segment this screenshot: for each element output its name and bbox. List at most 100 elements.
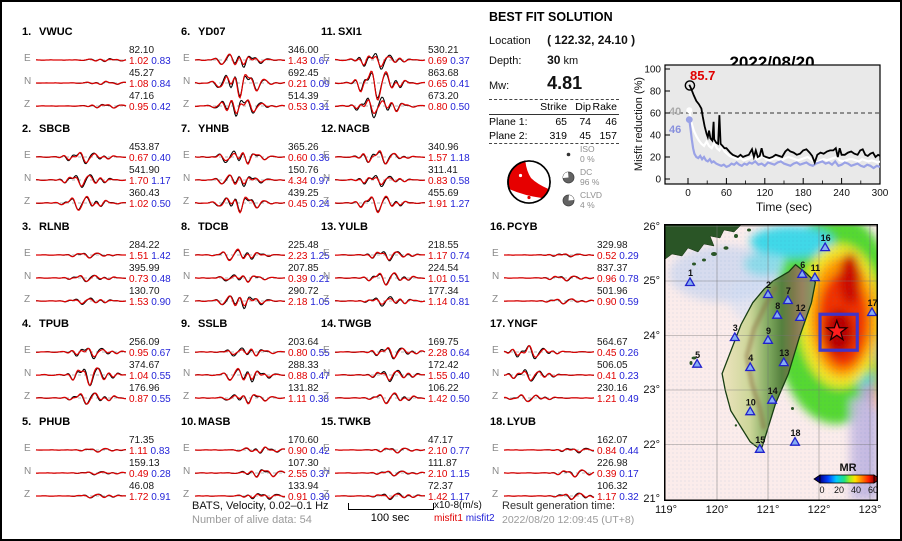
component-label: N	[183, 76, 191, 87]
misfit1-value: 0.95	[129, 347, 149, 359]
trace-values: 230.16 1.21 0.49	[597, 383, 649, 405]
synthetic-waveform	[194, 74, 286, 100]
component-label: Z	[183, 196, 190, 207]
misfit1-value: 0.69	[428, 55, 448, 67]
station-title: 12. NACB	[321, 123, 370, 135]
misfit1-value: 0.80	[288, 347, 308, 359]
trace-values: 365.26 0.60 0.36	[288, 142, 340, 164]
component-label: Z	[183, 99, 190, 110]
station-block: 12. NACB E 340.96 1.57 1.18 N 311.41 0.83 0.58 Z…	[319, 123, 477, 219]
trace-plot	[334, 96, 426, 119]
clvd-icon	[562, 194, 575, 207]
map-station: 12	[794, 303, 806, 322]
misfit2-value: 0.26	[619, 347, 639, 359]
peak-amplitude: 172.42	[428, 360, 459, 371]
misfit2-value: 0.84	[151, 78, 171, 90]
synthetic-waveform	[335, 346, 426, 359]
trace-plot	[194, 150, 285, 165]
station-title: 15. TWKB	[321, 416, 371, 428]
station-title: 11. SXI1	[321, 26, 362, 38]
series-best-solution	[688, 84, 880, 166]
waveform-trace	[194, 386, 285, 410]
station-map-number: 11	[811, 263, 821, 273]
misfit1-value: 1.91	[428, 198, 448, 210]
observed-waveform	[35, 392, 126, 405]
map-lat-label: 23°	[643, 384, 660, 396]
trace-plot	[334, 346, 426, 360]
trace-plot	[36, 471, 127, 476]
xtick-label: 180	[795, 188, 812, 199]
misfit1-value: 1.55	[428, 370, 448, 382]
misfit1-value: 0.96	[597, 273, 617, 285]
station-name: MASB	[198, 416, 231, 428]
synthetic-waveform	[335, 392, 425, 405]
component-label: Z	[24, 489, 31, 500]
peak-amplitude: 46.08	[129, 481, 155, 492]
trace-plot	[194, 274, 285, 284]
station-block: 5. PHUB E 71.35 1.11 0.83 N 159.13 0.49 0.28 Z 46…	[20, 416, 178, 512]
waveform-trace	[195, 461, 286, 485]
trace-row: E 169.75 2.28 0.64	[319, 337, 477, 364]
misfit1-value: 1.14	[428, 296, 448, 308]
dc-icon	[562, 171, 575, 184]
trace-row: Z 501.96 0.90 0.59	[488, 286, 646, 313]
trace-row: Z 673.20 0.80 0.50	[319, 91, 480, 119]
peak-amplitude: 169.75	[428, 337, 459, 348]
station-map-number: 15	[755, 435, 765, 445]
trace-row: E 453.87 0.67 0.40	[20, 142, 178, 169]
waveform-trace	[194, 71, 286, 100]
station-triangle-icon	[866, 306, 878, 317]
trace-plot	[335, 174, 426, 188]
focal-mechanism-beachball	[507, 160, 551, 204]
component-label: E	[183, 53, 190, 64]
xtick-label: 60	[721, 188, 733, 199]
component-label: N	[323, 76, 331, 87]
misfit2-value: 0.30	[310, 491, 330, 503]
waveform-trace	[36, 48, 127, 72]
location-value: ( 122.32, 24.10 )	[547, 33, 636, 47]
map-station: 6	[796, 260, 808, 278]
waveform-trace	[504, 243, 594, 267]
component-label: N	[492, 466, 500, 477]
peak-amplitude: 340.96	[428, 142, 459, 153]
station-name: SBCB	[39, 123, 71, 135]
peak-amplitude: 176.96	[129, 383, 160, 394]
peak-amplitude: 288.33	[288, 360, 319, 371]
station-number: 4.	[22, 318, 32, 330]
station-triangle-icon	[771, 309, 783, 319]
trace-plot	[504, 275, 595, 282]
waveform-trace	[194, 168, 286, 192]
waveform-trace	[504, 289, 595, 313]
station-title: 16. PCYB	[490, 221, 538, 233]
trace-row: Z 177.34 1.14 0.81	[319, 286, 477, 313]
synthetic-waveform	[194, 248, 285, 262]
waveform-trace	[36, 484, 127, 508]
component-label: E	[183, 248, 190, 259]
trace-plot	[334, 369, 425, 383]
trace-values: 673.20 0.80 0.50	[428, 91, 480, 113]
misfit2-value: 0.83	[151, 55, 171, 67]
synthetic-waveform	[36, 367, 127, 386]
station-triangle-icon	[744, 405, 756, 416]
station-name: PCYB	[507, 221, 538, 233]
location-label: Location	[489, 35, 531, 47]
synthetic-waveform	[503, 345, 594, 358]
trace-row: N 111.87 2.10 1.15	[319, 458, 477, 485]
map-lat-label: 24°	[643, 330, 660, 342]
map-lat-label: 22°	[643, 439, 660, 451]
solution-title: BEST FIT SOLUTION	[489, 10, 613, 24]
trace-row: E 530.21 0.69 0.37	[319, 45, 477, 72]
component-label: E	[24, 248, 31, 259]
trace-row: E 162.07 0.84 0.44	[488, 435, 646, 462]
misfit1-value: 0.53	[288, 101, 308, 113]
misfit1-value: 2.10	[428, 468, 448, 480]
peak-amplitude: 207.85	[288, 263, 319, 274]
misfit2-value: 0.31	[310, 101, 330, 113]
misfit2-value: 0.37	[310, 468, 330, 480]
misfit2-value: 0.49	[619, 393, 639, 405]
component-label: N	[183, 466, 191, 477]
peak-amplitude: 111.87	[428, 458, 458, 469]
misfit1-value: 0.84	[597, 445, 617, 457]
trace-values: 107.30 2.55 0.37	[288, 458, 340, 480]
mw-value: 4.81	[547, 73, 583, 93]
